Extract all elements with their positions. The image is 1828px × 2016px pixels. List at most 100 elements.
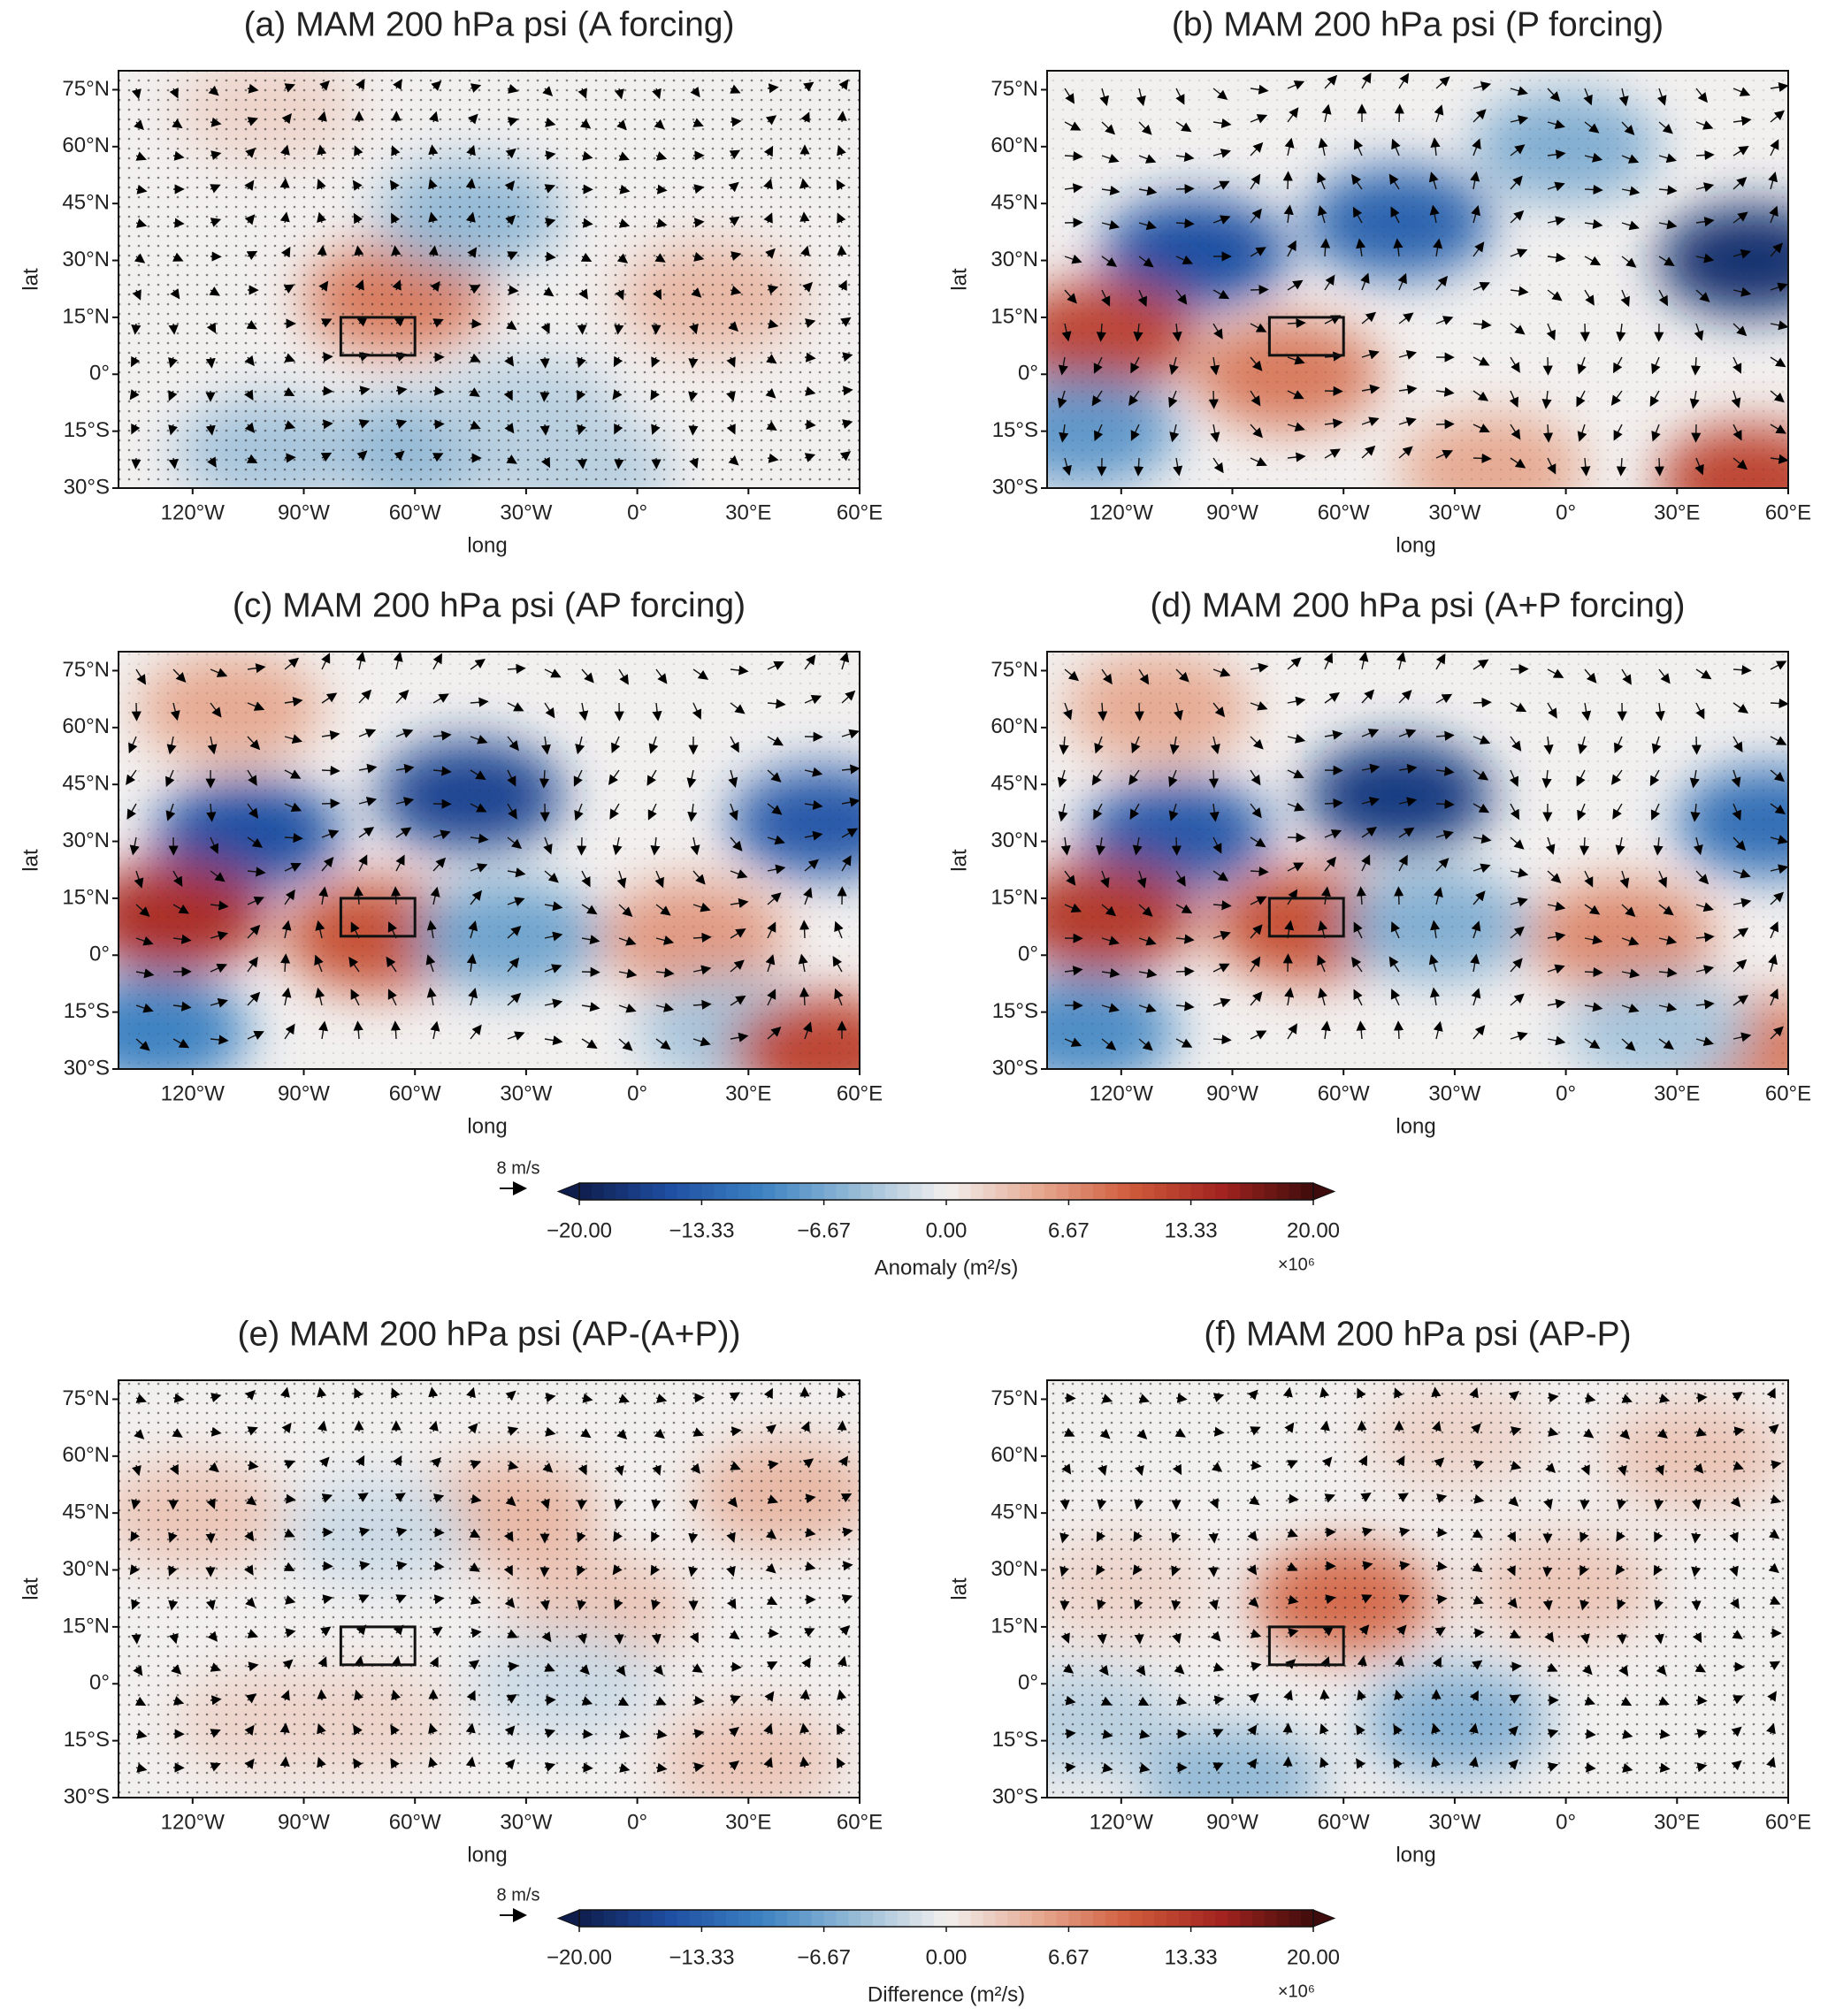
wind-arrow xyxy=(1470,953,1480,973)
wind-arrow xyxy=(1695,870,1709,885)
wind-arrow xyxy=(804,799,823,810)
wind-arrow xyxy=(1398,690,1412,704)
wind-arrow xyxy=(1433,238,1443,257)
wind-arrow xyxy=(647,803,657,821)
wind-arrow xyxy=(1175,218,1195,229)
wind-arrow xyxy=(1510,144,1526,157)
wind-arrow xyxy=(317,111,327,123)
wind-arrow xyxy=(1361,349,1380,360)
wind-arrow xyxy=(767,318,779,329)
wind-arrow xyxy=(1691,736,1702,755)
x-tick-label: 0° xyxy=(627,1810,647,1834)
wind-arrow xyxy=(1695,965,1715,975)
wind-arrow xyxy=(1472,890,1486,905)
wind-arrow xyxy=(841,828,858,838)
wind-arrow xyxy=(1136,870,1147,889)
map-panel: 120°W 90°W 60°W 30°W 0° 30°E 60°E 75°N 60°N 45°N 3… xyxy=(947,1315,1811,1867)
x-tick-label: 90°W xyxy=(1206,1810,1258,1834)
colorbar-segment xyxy=(946,1910,960,1927)
y-tick-label: 30°S xyxy=(992,1784,1038,1808)
colorbar-segment xyxy=(1264,1910,1278,1927)
colorbar-segment xyxy=(909,1910,922,1927)
wind-arrow xyxy=(321,318,333,328)
wind-arrow xyxy=(247,956,258,973)
wind-arrow xyxy=(284,1594,296,1605)
wind-arrow xyxy=(505,214,516,225)
wind-arrow xyxy=(688,424,699,436)
wind-arrow xyxy=(1356,1020,1366,1040)
wind-arrow xyxy=(430,1020,440,1040)
y-axis-label: lat xyxy=(947,1577,971,1600)
wind-arrow xyxy=(1208,390,1219,409)
wind-arrow xyxy=(1137,289,1147,308)
wind-arrow xyxy=(205,424,216,436)
wind-arrow xyxy=(1361,311,1377,325)
wind-arrow xyxy=(393,79,402,90)
wind-arrow xyxy=(317,245,327,257)
wind-arrow xyxy=(577,457,587,470)
wind-arrow xyxy=(1175,966,1195,977)
colorbar-segment xyxy=(799,1183,813,1200)
colorbar-segment xyxy=(873,1183,886,1200)
wind-arrow xyxy=(1584,218,1603,229)
wind-arrow xyxy=(284,657,300,670)
wind-arrow xyxy=(1435,76,1450,89)
wind-arrow xyxy=(1093,424,1104,442)
colorbar-segment xyxy=(860,1910,874,1927)
wind-arrow xyxy=(1287,769,1304,779)
wind-arrow xyxy=(210,184,221,194)
wind-arrow xyxy=(763,178,773,190)
colorbar-label: Difference (m²/s) xyxy=(868,1982,1025,2006)
stippling xyxy=(119,1380,860,1798)
wind-arrow xyxy=(468,920,478,939)
y-axis-label: lat xyxy=(947,849,971,872)
wind-arrow xyxy=(1732,146,1749,157)
wind-arrow xyxy=(391,212,401,225)
wind-arrow xyxy=(1175,934,1195,944)
wind-arrow xyxy=(1212,457,1224,474)
wind-arrow xyxy=(1770,454,1788,464)
wind-arrow xyxy=(1064,903,1082,913)
wind-arrow xyxy=(800,111,810,123)
wind-arrow xyxy=(692,932,712,943)
wind-arrow xyxy=(799,211,810,224)
wind-arrow xyxy=(767,285,779,294)
wind-arrow xyxy=(1655,702,1665,722)
wind-arrow xyxy=(1250,896,1267,905)
wind-arrow xyxy=(544,998,563,1009)
wind-arrow xyxy=(284,1493,296,1504)
colorbar: −20.00 −13.33 −6.67 0.00 6.67 13.33 20.00 Diffe… xyxy=(497,1885,1340,2006)
wind-arrow xyxy=(206,803,217,822)
y-axis-label: lat xyxy=(19,1577,42,1600)
wind-arrow xyxy=(1472,138,1481,157)
wind-arrow xyxy=(284,769,302,779)
wind-arrow xyxy=(1353,921,1363,939)
wind-arrow xyxy=(1129,803,1140,821)
wind-arrow xyxy=(432,453,444,462)
wind-arrow xyxy=(612,389,623,401)
wind-arrow xyxy=(1324,856,1336,872)
colorbar-segment xyxy=(897,1910,911,1927)
wind-arrow xyxy=(1391,138,1401,157)
x-tick-label: 30°E xyxy=(725,1081,771,1105)
colorbar-segment xyxy=(909,1183,922,1200)
colorbar-segment xyxy=(934,1910,947,1927)
wind-arrow xyxy=(1398,73,1410,89)
wind-arrow xyxy=(1284,137,1295,157)
wind-arrow xyxy=(1693,836,1703,856)
wind-arrow xyxy=(1138,1003,1157,1013)
wind-arrow xyxy=(210,668,228,677)
wind-arrow xyxy=(1510,248,1528,258)
wind-arrow xyxy=(841,690,856,704)
wind-arrow xyxy=(1732,702,1749,714)
wind-arrow xyxy=(539,356,550,369)
stippling xyxy=(119,71,860,488)
wind-arrow xyxy=(1770,81,1788,93)
wind-arrow xyxy=(544,150,556,161)
wind-arrow xyxy=(470,318,482,329)
colorbar-segment xyxy=(1117,1910,1131,1927)
map-panel: 120°W 90°W 60°W 30°W 0° 30°E 60°E 75°N 60°N 45°N 3… xyxy=(19,1315,883,1867)
colorbar-segment xyxy=(823,1183,838,1200)
wind-arrow xyxy=(1695,902,1714,913)
wind-arrow xyxy=(1510,86,1528,96)
